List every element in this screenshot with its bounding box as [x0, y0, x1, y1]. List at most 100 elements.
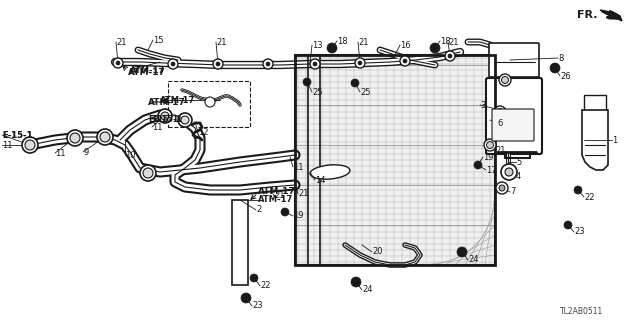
Text: 21: 21 [216, 37, 227, 46]
Text: 15: 15 [153, 36, 163, 44]
Text: 3: 3 [480, 100, 485, 109]
Text: 16: 16 [400, 41, 411, 50]
Text: ATM-17: ATM-17 [160, 95, 195, 105]
Text: 25: 25 [360, 87, 371, 97]
FancyBboxPatch shape [489, 43, 539, 77]
Circle shape [499, 74, 511, 86]
Circle shape [171, 62, 175, 66]
Text: 24: 24 [362, 285, 372, 294]
Circle shape [400, 56, 410, 66]
Text: 21: 21 [298, 189, 308, 198]
Circle shape [496, 182, 508, 194]
Circle shape [213, 59, 223, 69]
Text: 13: 13 [312, 41, 323, 50]
Text: 19: 19 [483, 153, 493, 162]
Circle shape [310, 59, 320, 69]
Circle shape [113, 58, 123, 68]
Text: 9: 9 [83, 148, 88, 156]
Polygon shape [600, 10, 622, 21]
Text: 21: 21 [274, 191, 285, 201]
Circle shape [161, 112, 169, 120]
Circle shape [351, 79, 359, 87]
Text: ATM-17: ATM-17 [258, 196, 293, 204]
Circle shape [25, 140, 35, 150]
Text: 23: 23 [574, 228, 584, 236]
Circle shape [22, 137, 38, 153]
Circle shape [241, 293, 251, 303]
Circle shape [313, 62, 317, 66]
Text: 22: 22 [260, 282, 271, 291]
Circle shape [158, 109, 172, 123]
Circle shape [497, 108, 504, 116]
FancyBboxPatch shape [492, 109, 534, 141]
Circle shape [358, 61, 362, 65]
Text: 19: 19 [293, 212, 303, 220]
Text: 21: 21 [495, 146, 506, 155]
Bar [295, 55, 495, 265]
Text: E-15-1: E-15-1 [2, 131, 33, 140]
Text: 21: 21 [358, 37, 369, 46]
Circle shape [181, 116, 189, 124]
Text: E-15-1: E-15-1 [2, 131, 33, 140]
Circle shape [143, 168, 153, 178]
Text: 25: 25 [312, 87, 323, 97]
Text: 14: 14 [315, 175, 326, 185]
Circle shape [140, 165, 156, 181]
Circle shape [116, 61, 120, 65]
Circle shape [430, 43, 440, 53]
Circle shape [178, 113, 192, 127]
Text: 7: 7 [510, 188, 515, 196]
Circle shape [327, 43, 337, 53]
Circle shape [501, 164, 517, 180]
Circle shape [168, 59, 178, 69]
Circle shape [266, 62, 270, 66]
Text: 23: 23 [252, 301, 262, 310]
Circle shape [303, 78, 311, 86]
Text: E-15-1: E-15-1 [148, 115, 179, 124]
Circle shape [97, 129, 113, 145]
Ellipse shape [310, 165, 350, 179]
Circle shape [499, 185, 505, 191]
Text: 18: 18 [337, 36, 348, 45]
Text: ATM-17: ATM-17 [148, 98, 186, 107]
Circle shape [494, 106, 506, 118]
Circle shape [263, 59, 273, 69]
Text: 24: 24 [468, 255, 479, 265]
Circle shape [457, 247, 467, 257]
Bar [232, 200, 248, 285]
Text: 26: 26 [560, 71, 571, 81]
Text: TL2AB0511: TL2AB0511 [560, 308, 604, 316]
FancyBboxPatch shape [486, 78, 542, 154]
Text: 6: 6 [497, 118, 502, 127]
Text: 12: 12 [198, 127, 209, 137]
Text: 8: 8 [558, 53, 563, 62]
Text: ATM-17: ATM-17 [258, 188, 296, 196]
Circle shape [403, 59, 407, 63]
Text: 11: 11 [2, 140, 13, 149]
Text: FR.: FR. [577, 10, 598, 20]
Circle shape [205, 97, 215, 107]
Circle shape [474, 161, 482, 169]
Text: E-15-1: E-15-1 [152, 115, 182, 124]
Circle shape [445, 51, 455, 61]
Circle shape [355, 58, 365, 68]
Polygon shape [582, 110, 608, 170]
Text: 21: 21 [116, 37, 127, 46]
Text: ATM-17: ATM-17 [128, 68, 166, 76]
Text: 20: 20 [372, 247, 383, 257]
Text: ATM-17: ATM-17 [130, 66, 165, 75]
Text: 4: 4 [516, 172, 521, 180]
Text: 1: 1 [612, 135, 617, 145]
Circle shape [250, 274, 258, 282]
Circle shape [100, 132, 110, 142]
Circle shape [448, 54, 452, 58]
Circle shape [484, 139, 496, 151]
Text: 21: 21 [448, 37, 458, 46]
Text: 11: 11 [152, 123, 163, 132]
Circle shape [281, 208, 289, 216]
Text: 10: 10 [125, 150, 136, 159]
Circle shape [70, 133, 80, 143]
Text: 22: 22 [584, 193, 595, 202]
Text: 5: 5 [516, 157, 521, 166]
Circle shape [574, 186, 582, 194]
